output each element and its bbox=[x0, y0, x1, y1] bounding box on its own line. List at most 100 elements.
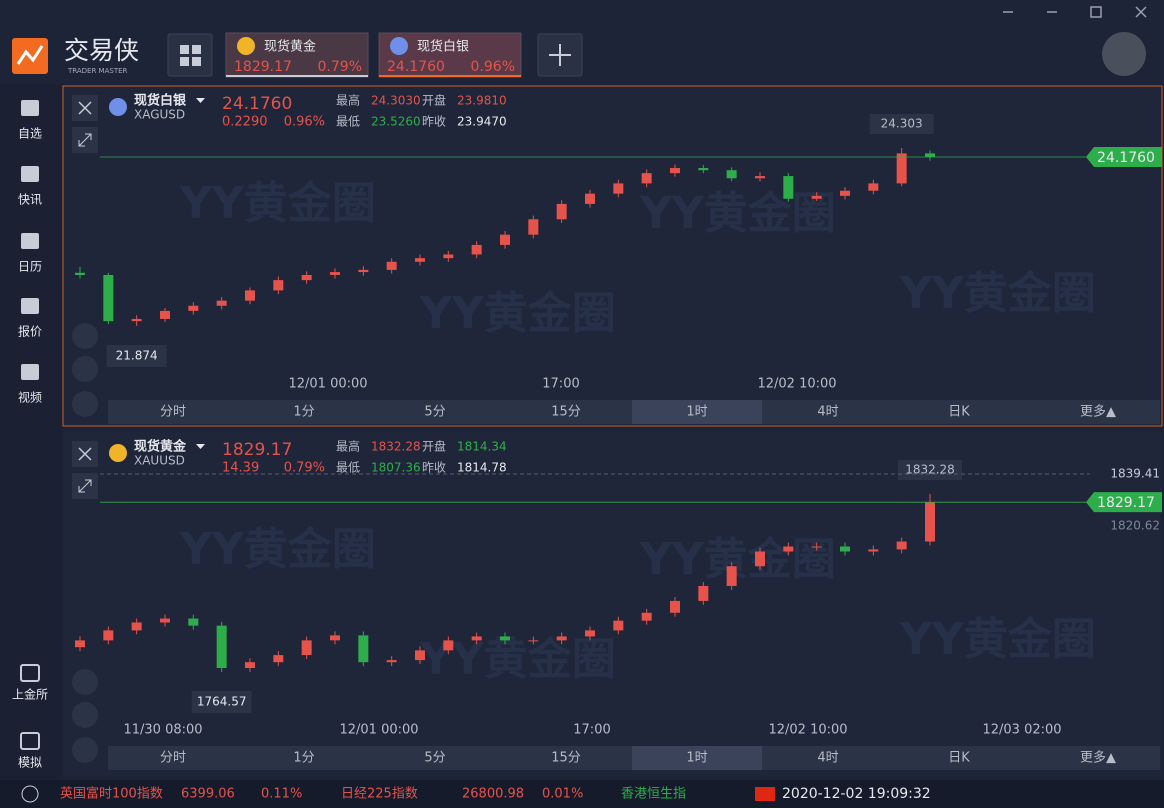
tool-button[interactable] bbox=[72, 391, 98, 417]
tool-button[interactable] bbox=[72, 356, 98, 382]
close-icon bbox=[78, 447, 92, 461]
candle-body bbox=[500, 234, 510, 245]
candle-body bbox=[726, 170, 737, 179]
x-tick-label: 12/02 10:00 bbox=[757, 377, 836, 392]
tool-button[interactable] bbox=[72, 323, 98, 349]
candle-body bbox=[868, 183, 879, 191]
candle-body bbox=[556, 203, 567, 220]
high-label: 1832.28 bbox=[905, 463, 955, 477]
sidebar bbox=[0, 84, 62, 780]
candle-body bbox=[783, 176, 794, 199]
price-tag: 1829.17 bbox=[1097, 495, 1155, 511]
ticker-change: 0.11% bbox=[261, 787, 302, 802]
tab-price: 1829.17 bbox=[234, 59, 292, 75]
candle-body bbox=[471, 636, 482, 641]
tab-name: 现货黄金 bbox=[264, 39, 316, 55]
candle-body bbox=[811, 546, 822, 548]
close-icon bbox=[78, 101, 92, 115]
x-tick-label: 12/03 02:00 bbox=[982, 723, 1061, 738]
instrument-price: 1829.17 bbox=[222, 440, 292, 460]
candle-body bbox=[840, 546, 850, 552]
timeframe[interactable]: 4时 bbox=[817, 405, 838, 420]
candle-body bbox=[330, 272, 340, 275]
candle-body bbox=[301, 274, 312, 281]
candle-body bbox=[811, 195, 822, 199]
clock: 2020-12-02 19:09:32 bbox=[782, 786, 931, 802]
stat-label: 昨收 bbox=[422, 461, 446, 475]
timeframe[interactable]: 1时 bbox=[686, 405, 707, 420]
timeframe[interactable]: 1分 bbox=[293, 751, 314, 766]
x-tick-label: 11/30 08:00 bbox=[123, 723, 202, 738]
timeframe[interactable]: 日K bbox=[948, 405, 970, 420]
low-label: 1764.57 bbox=[197, 695, 247, 709]
candle-body bbox=[386, 261, 397, 270]
watermark: YY黄金圈 bbox=[179, 524, 376, 575]
timeframe-active[interactable] bbox=[632, 746, 762, 770]
timeframe[interactable]: 15分 bbox=[551, 405, 581, 420]
high-label: 24.303 bbox=[881, 117, 923, 131]
price-change-pct: 0.79% bbox=[284, 461, 325, 476]
candle-body bbox=[500, 636, 510, 641]
candle-body bbox=[670, 600, 680, 613]
price-tag-bg bbox=[1086, 147, 1162, 168]
sidebar-icon bbox=[21, 298, 39, 314]
expand-icon bbox=[78, 479, 92, 493]
tab-change: 0.96% bbox=[471, 59, 515, 75]
instrument-icon bbox=[109, 98, 127, 116]
timeframe[interactable]: 5分 bbox=[424, 405, 445, 420]
timeframe[interactable]: 分时 bbox=[160, 751, 186, 766]
logo-text: 交易侠 bbox=[64, 36, 139, 65]
axis-label: 1839.41 bbox=[1110, 467, 1160, 481]
timeframe[interactable]: 分时 bbox=[160, 405, 186, 420]
candle-body bbox=[216, 625, 227, 668]
timeframe[interactable]: 4时 bbox=[817, 751, 838, 766]
stat-label: 开盘 bbox=[422, 439, 446, 454]
timeframe-active[interactable] bbox=[632, 400, 762, 424]
timeframe[interactable]: 15分 bbox=[551, 751, 581, 766]
price-tag: 24.1760 bbox=[1097, 150, 1155, 166]
sidebar-label: 视频 bbox=[18, 390, 42, 405]
tool-button[interactable] bbox=[72, 669, 98, 695]
avatar[interactable] bbox=[1102, 32, 1146, 76]
sidebar-label: 上金所 bbox=[12, 687, 48, 702]
candle-body bbox=[358, 269, 369, 273]
high-label-bg bbox=[898, 460, 962, 480]
candle-body bbox=[925, 502, 935, 542]
watermark: YY黄金圈 bbox=[899, 614, 1096, 665]
candle-body bbox=[103, 274, 114, 322]
timeframe[interactable]: 1时 bbox=[686, 751, 707, 766]
sidebar-label: 日历 bbox=[18, 260, 42, 274]
footer-bar bbox=[0, 780, 1164, 808]
timeframe[interactable]: 1分 bbox=[293, 405, 314, 420]
candle-body bbox=[755, 551, 765, 567]
sidebar-label: 报价 bbox=[18, 324, 42, 339]
stat-value: 23.9470 bbox=[457, 115, 507, 129]
stat-label: 昨收 bbox=[422, 115, 446, 129]
tool-button[interactable] bbox=[72, 737, 98, 763]
low-label: 21.874 bbox=[116, 349, 158, 363]
expand-icon bbox=[78, 133, 92, 147]
candle-body bbox=[896, 153, 907, 184]
candle-body bbox=[131, 622, 142, 631]
axis-label: 1820.62 bbox=[1110, 519, 1160, 533]
candle-body bbox=[641, 173, 652, 184]
candle-body bbox=[160, 310, 170, 319]
timeframe[interactable]: 日K bbox=[948, 751, 970, 766]
tool-button[interactable] bbox=[72, 702, 98, 728]
ticker-value: 6399.06 bbox=[181, 787, 235, 802]
stat-value: 23.5260 bbox=[371, 115, 421, 129]
candle-body bbox=[75, 640, 85, 648]
timeframe[interactable]: 更多▲ bbox=[1080, 750, 1116, 766]
candle-body bbox=[103, 630, 114, 641]
timeframe[interactable]: 更多▲ bbox=[1080, 404, 1116, 420]
low-label-bg bbox=[191, 691, 252, 713]
layout-button[interactable] bbox=[167, 33, 213, 77]
candle-body bbox=[131, 318, 142, 322]
timeframe[interactable]: 5分 bbox=[424, 751, 445, 766]
tab-icon bbox=[237, 37, 255, 55]
candle-body bbox=[330, 635, 340, 641]
tab-underline bbox=[226, 75, 368, 77]
instrument-name: 现货黄金 bbox=[134, 439, 187, 455]
price-change-pct: 0.96% bbox=[284, 115, 325, 130]
window-controls[interactable] bbox=[1003, 6, 1147, 18]
